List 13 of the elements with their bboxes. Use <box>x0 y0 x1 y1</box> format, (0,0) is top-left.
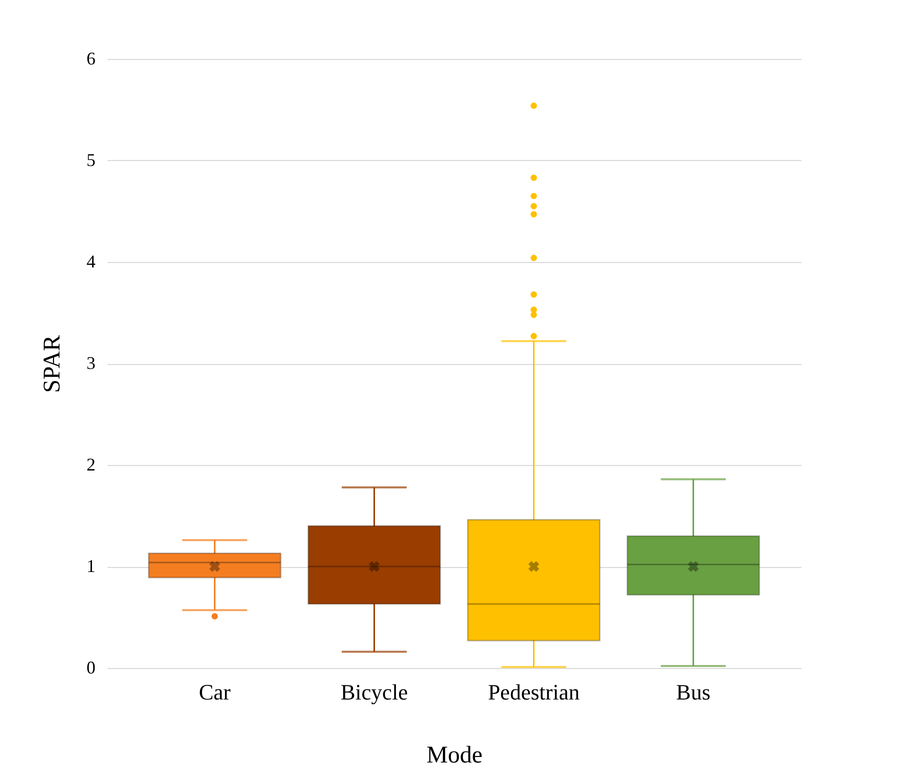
x-tick-label: Bus <box>676 680 710 704</box>
x-axis-title: Mode <box>426 742 482 768</box>
y-tick-label: 4 <box>86 252 96 272</box>
y-tick-label: 3 <box>86 353 96 373</box>
x-tick-label: Bicycle <box>340 680 408 704</box>
x-tick-label: Pedestrian <box>488 680 580 704</box>
y-tick-label: 5 <box>86 150 96 170</box>
y-tick-label: 0 <box>86 658 96 678</box>
y-tick-label: 1 <box>86 556 96 576</box>
y-tick-label: 2 <box>86 454 96 474</box>
x-tick-label: Car <box>198 680 232 704</box>
y-tick-label: 6 <box>86 48 96 68</box>
y-axis-title: SPAR <box>40 335 66 393</box>
